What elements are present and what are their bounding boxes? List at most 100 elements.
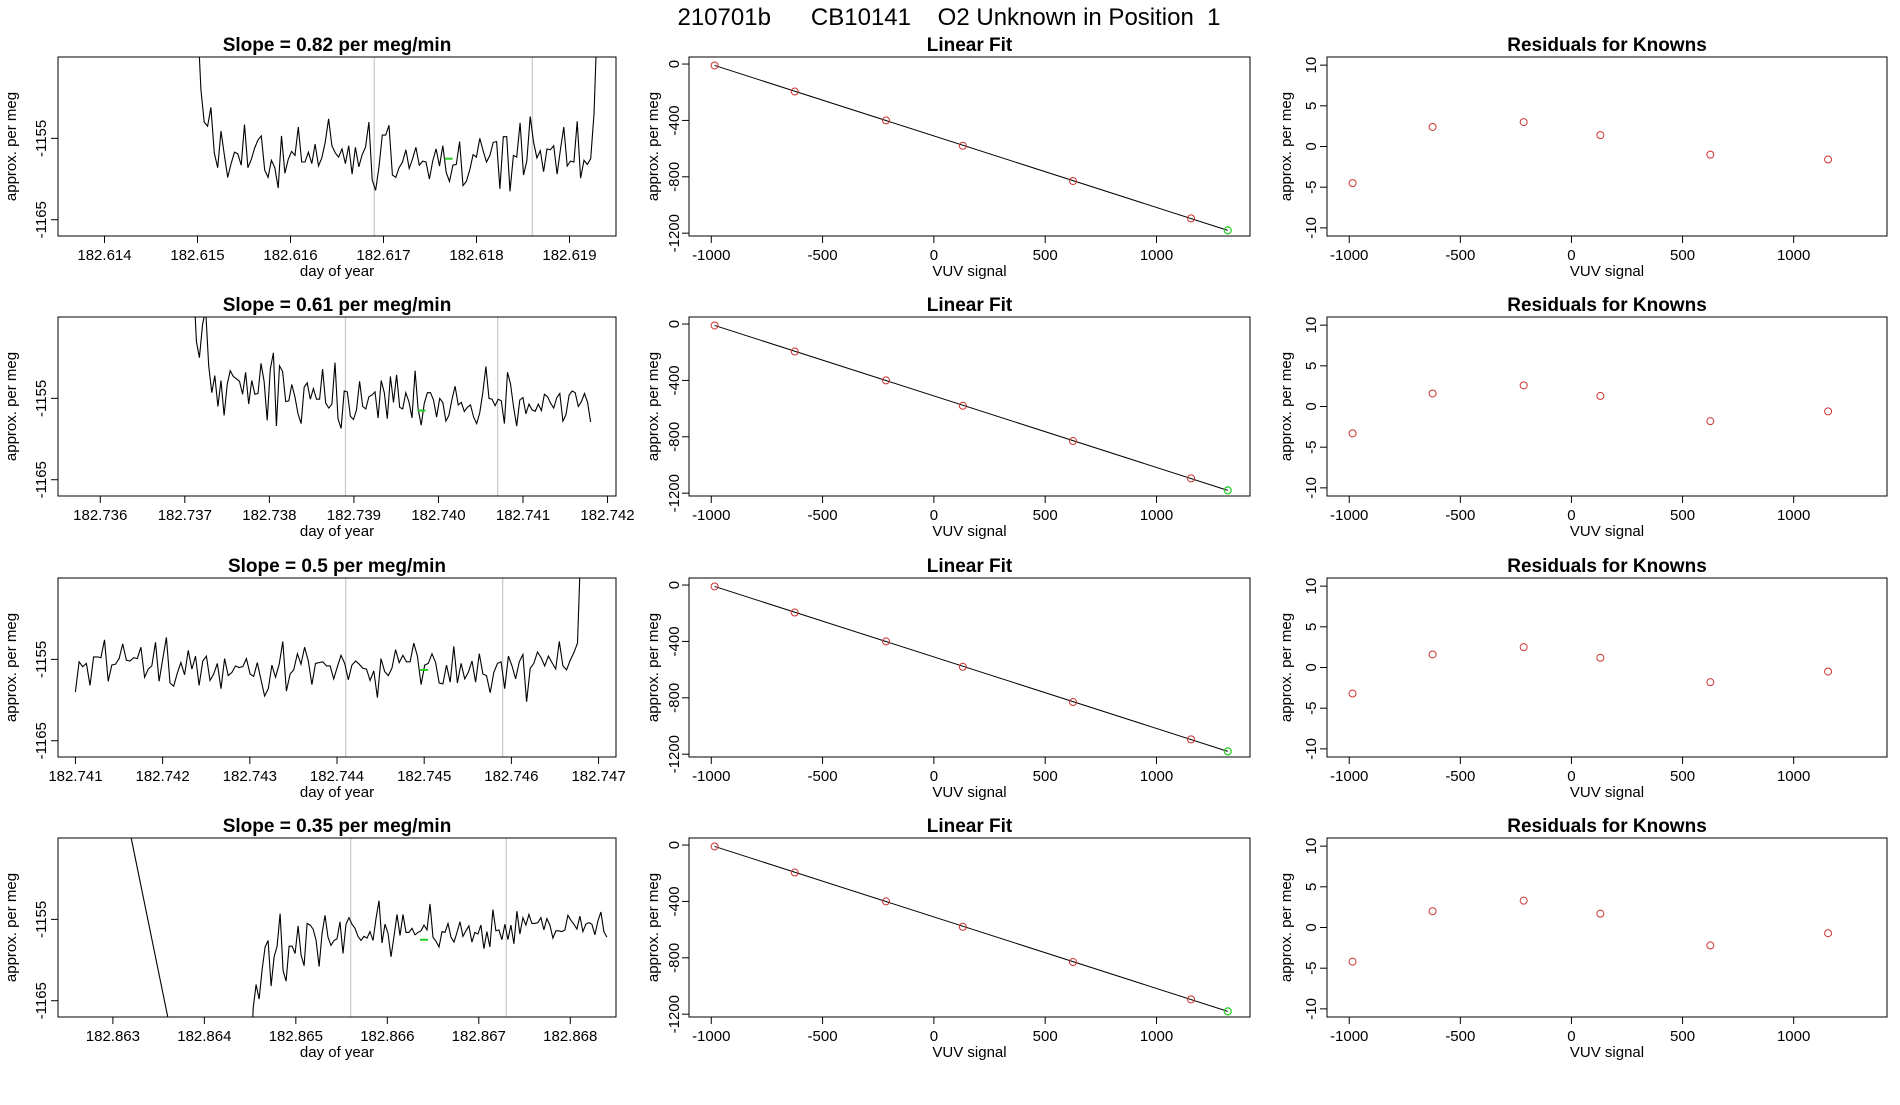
- x-axis-label: day of year: [300, 523, 374, 540]
- signal-series-line: [252, 900, 608, 1017]
- x-tick-label: 500: [1670, 1028, 1695, 1045]
- x-tick-label: 500: [1033, 1028, 1058, 1045]
- fit-line: [714, 585, 1228, 752]
- residual-point: [1596, 909, 1605, 918]
- x-tick-label: -500: [808, 1028, 838, 1045]
- fit-line: [714, 64, 1228, 231]
- y-tick-label: 10: [1303, 578, 1320, 595]
- plot-area: [1348, 381, 1833, 438]
- known-point: [958, 662, 967, 671]
- y-axis-label: approx. per meg: [3, 352, 20, 461]
- x-axis-label: day of year: [300, 1044, 374, 1061]
- timeseries-panel-row-2: Slope = 0.61 per meg/min 182.736 182.737 18…: [3, 295, 635, 540]
- residual-point: [1519, 643, 1528, 652]
- x-tick-label: 1000: [1140, 1028, 1173, 1045]
- panel-title: Slope = 0.5 per meg/min: [228, 556, 446, 577]
- y-tick-label: -1200: [666, 214, 683, 252]
- plot-frame: [1326, 56, 1888, 237]
- x-tick-label: 182.739: [327, 507, 381, 524]
- panel-title: Residuals for Knowns: [1507, 816, 1707, 837]
- panel-title: Linear Fit: [927, 35, 1013, 56]
- y-tick-label: -400: [666, 886, 683, 916]
- y-tick-label: -400: [666, 365, 683, 395]
- known-point: [1069, 698, 1078, 707]
- y-tick-label: 0: [1303, 663, 1320, 671]
- plot-area: [1348, 643, 1833, 698]
- y-tick-label: 10: [1303, 57, 1320, 74]
- y-tick-label: -1155: [33, 120, 50, 157]
- x-tick-label: 182.738: [242, 507, 296, 524]
- x-tick-label: 182.740: [411, 507, 465, 524]
- panel-title: Residuals for Knowns: [1507, 556, 1707, 577]
- known-point: [1069, 437, 1078, 446]
- plot-area: [710, 842, 1232, 1016]
- x-tick-label: 182.742: [136, 768, 190, 785]
- y-tick-label: 0: [666, 581, 683, 589]
- residual-point: [1596, 131, 1605, 140]
- known-point: [882, 637, 891, 646]
- x-tick-label: 182.867: [452, 1028, 506, 1045]
- y-tick-label: -400: [666, 105, 683, 135]
- x-tick-label: 1000: [1777, 247, 1810, 264]
- fit-panel-row-1: Linear Fit -1000 -500 0 500 1000 0 -400 -800 -120…: [645, 35, 1251, 280]
- x-axis-label: VUV signal: [932, 523, 1006, 540]
- plot-frame: [688, 837, 1251, 1018]
- residual-point: [1519, 896, 1528, 905]
- x-tick-label: -1000: [1330, 768, 1368, 785]
- plot-frame: [688, 56, 1251, 237]
- x-tick-label: 182.614: [77, 247, 131, 264]
- x-tick-label: -500: [808, 247, 838, 264]
- x-tick-label: 182.741: [496, 507, 550, 524]
- panel-title: Residuals for Knowns: [1507, 35, 1707, 56]
- x-tick-label: -1000: [692, 507, 730, 524]
- residual-point: [1596, 653, 1605, 662]
- residuals-panel-row-1: Residuals for Knowns -1000 -500 0 500 1000 10 5…: [1278, 35, 1888, 280]
- fit-line: [714, 845, 1228, 1012]
- panel-title: Linear Fit: [927, 556, 1013, 577]
- y-tick-label: -10: [1303, 477, 1320, 499]
- y-axis-label: approx. per meg: [1278, 92, 1295, 201]
- x-tick-label: 182.736: [73, 507, 127, 524]
- y-tick-label: 0: [1303, 923, 1320, 931]
- y-tick-label: -800: [666, 943, 683, 973]
- y-tick-label: 0: [666, 60, 683, 68]
- y-tick-label: -10: [1303, 217, 1320, 239]
- known-point: [710, 842, 719, 851]
- unknown-point: [1223, 486, 1232, 495]
- x-tick-label: 182.616: [263, 247, 317, 264]
- residual-point: [1428, 389, 1437, 398]
- x-tick-label: 0: [930, 1028, 938, 1045]
- panel-title: Slope = 0.35 per meg/min: [223, 816, 452, 837]
- x-tick-label: 182.737: [158, 507, 212, 524]
- signal-series-line: [194, 317, 592, 429]
- x-tick-label: 500: [1033, 507, 1058, 524]
- known-point: [710, 321, 719, 330]
- x-tick-label: 182.865: [269, 1028, 323, 1045]
- residual-point: [1706, 150, 1715, 159]
- x-tick-label: -500: [808, 507, 838, 524]
- known-point: [790, 87, 799, 96]
- x-tick-label: 182.746: [484, 768, 538, 785]
- x-tick-label: 500: [1670, 247, 1695, 264]
- residual-point: [1428, 907, 1437, 916]
- fit-line: [714, 324, 1228, 491]
- x-tick-label: -1000: [1330, 247, 1368, 264]
- fit-panel-row-4: Linear Fit -1000 -500 0 500 1000 0 -400 -800 -120…: [645, 816, 1251, 1061]
- plot-area: [1348, 896, 1833, 966]
- residuals-panel-row-2: Residuals for Knowns -1000 -500 0 500 1000 10 5…: [1278, 295, 1888, 540]
- known-point: [710, 582, 719, 591]
- y-tick-label: -1200: [666, 474, 683, 512]
- known-point: [1187, 995, 1196, 1004]
- x-tick-label: 0: [1567, 507, 1575, 524]
- panel-title: Slope = 0.82 per meg/min: [223, 35, 452, 56]
- timeseries-panel-row-3: Slope = 0.5 per meg/min 182.741 182.742 182…: [3, 556, 626, 801]
- timeseries-panel-row-4: Slope = 0.35 per meg/min 182.863 182.864 18…: [3, 816, 617, 1061]
- x-tick-label: 1000: [1777, 1028, 1810, 1045]
- plot-area: [198, 57, 597, 236]
- y-tick-label: 0: [666, 841, 683, 849]
- plot-frame: [688, 577, 1251, 758]
- x-tick-label: 182.741: [48, 768, 102, 785]
- known-point: [1069, 177, 1078, 186]
- x-axis-label: VUV signal: [1570, 784, 1644, 801]
- plot-area: [1348, 118, 1833, 188]
